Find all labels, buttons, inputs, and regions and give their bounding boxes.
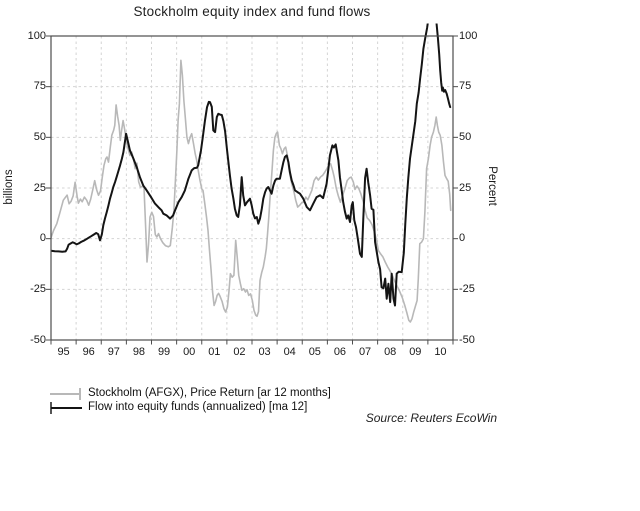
x-axis-tick-label: 01 bbox=[208, 346, 221, 358]
right-axis-tick-label: 100 bbox=[459, 29, 478, 42]
right-axis-indicator-tick bbox=[79, 388, 81, 400]
x-axis-tick-label: 99 bbox=[157, 346, 171, 358]
right-axis-tick-label: 75 bbox=[459, 80, 472, 93]
black-line-sample bbox=[51, 407, 82, 409]
right-axis-tick-label: 50 bbox=[459, 130, 472, 143]
legend-label-stockholm-afgx: Stockholm (AFGX), Price Return [ar 12 mo… bbox=[88, 387, 331, 399]
legend-sample-stockholm-afgx bbox=[50, 388, 83, 401]
gray-line-sample bbox=[50, 393, 80, 395]
x-axis-tick-label: 95 bbox=[57, 346, 70, 358]
left-axis-tick-label: -25 bbox=[30, 282, 46, 295]
legend-label-fund-flows: Flow into equity funds (annualized) [ma … bbox=[88, 401, 308, 413]
x-axis-tick-label: 05 bbox=[308, 346, 321, 358]
right-axis-tick-label: -50 bbox=[459, 333, 475, 346]
left-axis-tick-label: 25 bbox=[33, 181, 46, 194]
x-axis-tick-label: 97 bbox=[107, 346, 120, 358]
source-note: Source: Reuters EcoWin bbox=[365, 411, 497, 425]
right-axis-tick-label: 25 bbox=[459, 181, 472, 194]
left-axis-tick-label: 50 bbox=[33, 130, 46, 143]
x-axis-tick-label: 08 bbox=[384, 346, 397, 358]
left-axis-tick-label: 100 bbox=[27, 29, 46, 42]
right-axis-tick-label: 0 bbox=[459, 232, 466, 245]
x-axis-tick-label: 04 bbox=[283, 346, 296, 358]
series-line-stockholm-afgx bbox=[50, 59, 452, 323]
x-axis-tick-label: 98 bbox=[132, 346, 146, 358]
x-axis-tick-label: 09 bbox=[409, 346, 422, 358]
x-axis-tick-label: 07 bbox=[358, 346, 372, 358]
series-line-fund-flows bbox=[50, 23, 452, 307]
x-axis-tick-label: 00 bbox=[183, 346, 196, 358]
x-axis-tick-label: 02 bbox=[233, 346, 246, 358]
x-axis-tick-label: 10 bbox=[434, 346, 447, 358]
x-axis-tick-label: 96 bbox=[82, 346, 95, 358]
x-axis-tick-label: 03 bbox=[258, 346, 271, 358]
left-axis-tick-label: 75 bbox=[33, 80, 46, 93]
legend-sample-fund-flows bbox=[50, 402, 83, 415]
left-axis-tick-label: 0 bbox=[39, 232, 46, 245]
x-axis-tick-label: 06 bbox=[333, 346, 347, 358]
right-axis-tick-label: -25 bbox=[459, 282, 475, 295]
left-axis-tick-label: -50 bbox=[30, 333, 46, 346]
chart-title: Stockholm equity index and fund flows bbox=[133, 4, 371, 19]
